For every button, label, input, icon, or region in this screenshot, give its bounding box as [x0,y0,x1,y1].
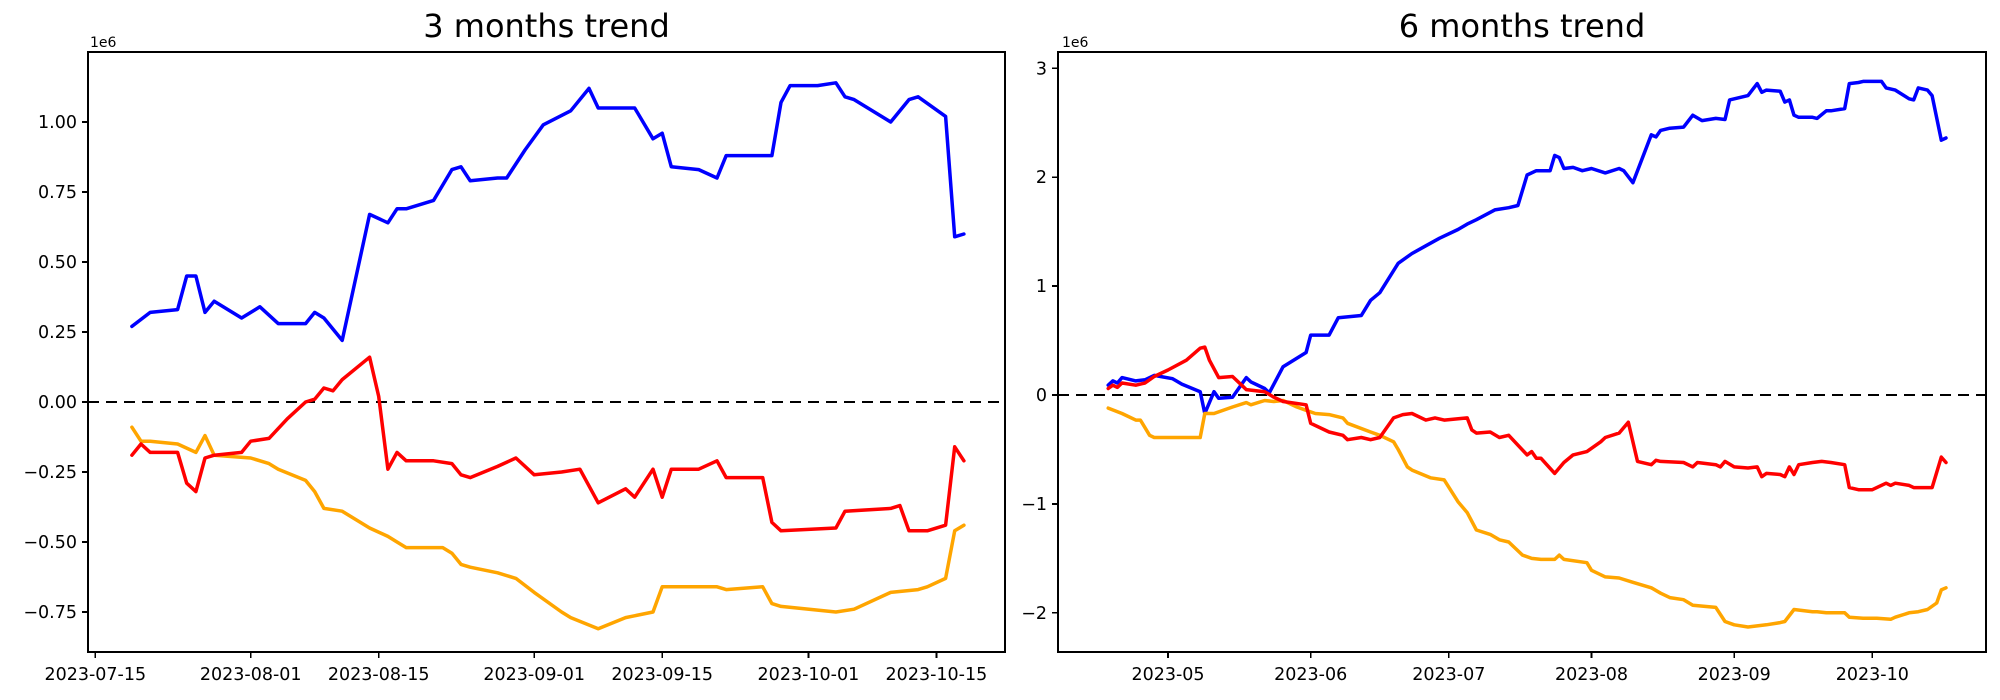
series-line-orange [1106,398,1948,629]
y-tick-label: 0.50 [38,253,77,273]
x-tick-label: 2023-07-15 [44,665,146,685]
y-tick-label: −2 [1021,604,1047,624]
y-tick-label: 0 [1036,386,1047,406]
y-tick-label: −1 [1021,495,1047,515]
chart-title-6-months: 6 months trend [1398,7,1646,45]
plot-border [1057,51,1987,653]
x-tick-label: 2023-09-01 [483,665,585,685]
y-tick-label: 2 [1036,168,1047,188]
plot-border [87,51,1006,653]
y-tick-label: 0.25 [38,323,77,343]
y-tick-label: 1.00 [38,113,77,133]
y-tick-label: 3 [1036,59,1047,79]
x-tick-label: 2023-08 [1555,665,1628,685]
y-tick-label: 0.00 [38,393,77,413]
y-tick-label: 1 [1036,277,1047,297]
series-line-orange [130,425,966,631]
y-axis-offset-label-left: 1e6 [90,35,117,51]
series-line-red [1106,345,1948,492]
x-tick-label: 2023-08-01 [200,665,302,685]
x-tick-label: 2023-10-01 [758,665,860,685]
chart-panel-0: 2023-07-15 2023-08-01 2023-08-15 2023-09-01… [23,51,1006,685]
y-tick-label: −0.25 [23,463,77,483]
x-tick-label: 2023-09-15 [611,665,713,685]
x-tick-label: 2023-10 [1836,665,1909,685]
chart-panel-1: 2023-05 2023-06 2023-07 2023-08 2023-09 2023-… [1021,51,1987,685]
y-axis-offset-label-right: 1e6 [1062,35,1089,51]
x-tick-label: 2023-08-15 [328,665,430,685]
series-line-blue [1106,79,1948,416]
x-tick-label: 2023-06 [1274,665,1347,685]
x-tick-label: 2023-07 [1412,665,1485,685]
x-tick-label: 2023-09 [1698,665,1771,685]
y-tick-label: −0.50 [23,533,77,553]
chart-title-3-months: 3 months trend [423,7,670,45]
y-tick-label: 0.75 [38,183,77,203]
series-line-blue [130,81,966,343]
y-tick-label: −0.75 [23,603,77,623]
series-line-red [130,355,966,533]
x-tick-label: 2023-05 [1131,665,1204,685]
x-tick-label: 2023-10-15 [886,665,988,685]
